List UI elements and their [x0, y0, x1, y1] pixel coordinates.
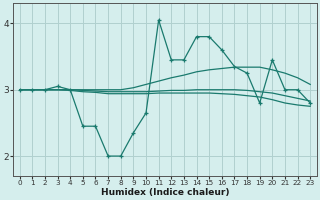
X-axis label: Humidex (Indice chaleur): Humidex (Indice chaleur) — [101, 188, 229, 197]
